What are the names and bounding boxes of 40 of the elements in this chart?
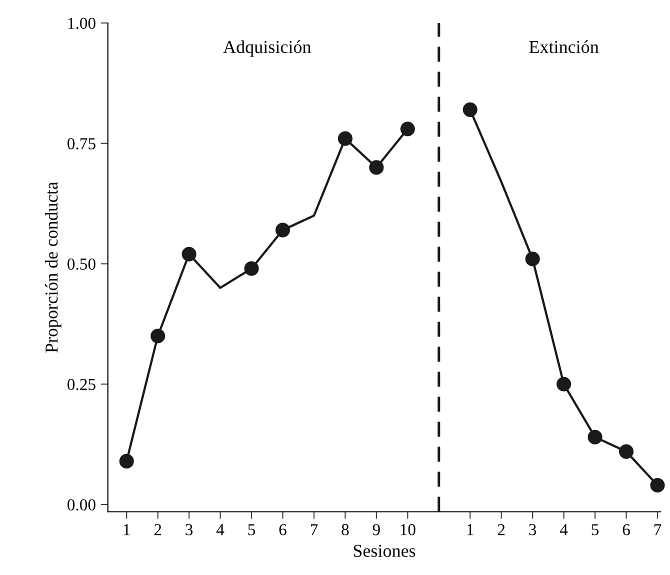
x-tick-label: 7: [654, 524, 662, 536]
x-tick-label: 1: [467, 524, 474, 536]
annotation: Adquisición: [223, 40, 311, 57]
point: [150, 328, 166, 344]
x-tick-label: 3: [529, 524, 536, 536]
x-tick-label: 5: [592, 524, 599, 536]
point: [400, 122, 415, 136]
point: [369, 160, 384, 175]
point: [275, 222, 290, 238]
point: [338, 131, 352, 146]
x-tick-label: 6: [279, 524, 286, 536]
y-tick-label: 0.00: [68, 499, 96, 511]
x-tick-label: 4: [560, 524, 568, 536]
point: [650, 478, 665, 493]
x-tick-label: 9: [372, 524, 380, 536]
point: [556, 376, 572, 392]
x-tick-label: 10: [400, 524, 416, 536]
y-tick-label: 0.50: [68, 258, 96, 270]
x-tick-label: 4: [216, 524, 224, 536]
x-tick-label: 8: [342, 524, 349, 536]
x-tick-label: 7: [310, 524, 318, 536]
point: [462, 102, 478, 117]
x-tick-label: 6: [622, 524, 630, 536]
annotation: Extinción: [529, 40, 599, 54]
x-tick-label: 1: [124, 524, 130, 536]
x-tick-label: 3: [186, 524, 193, 536]
y-tick-label: 0.75: [68, 138, 96, 150]
point: [618, 444, 634, 459]
x-tick-label: 5: [248, 524, 256, 536]
y-axis-title: Proporción de conducta: [44, 182, 62, 353]
x-tick-label: 2: [154, 524, 162, 536]
point: [588, 430, 602, 444]
point: [119, 454, 134, 468]
point: [525, 252, 540, 266]
point: [244, 261, 259, 276]
x-tick-label: 2: [498, 524, 505, 536]
y-tick-label: 1.00: [68, 18, 96, 30]
y-tick-label: 0.25: [68, 378, 96, 390]
x-axis-title: Sesiones: [354, 544, 416, 557]
point: [182, 246, 196, 262]
